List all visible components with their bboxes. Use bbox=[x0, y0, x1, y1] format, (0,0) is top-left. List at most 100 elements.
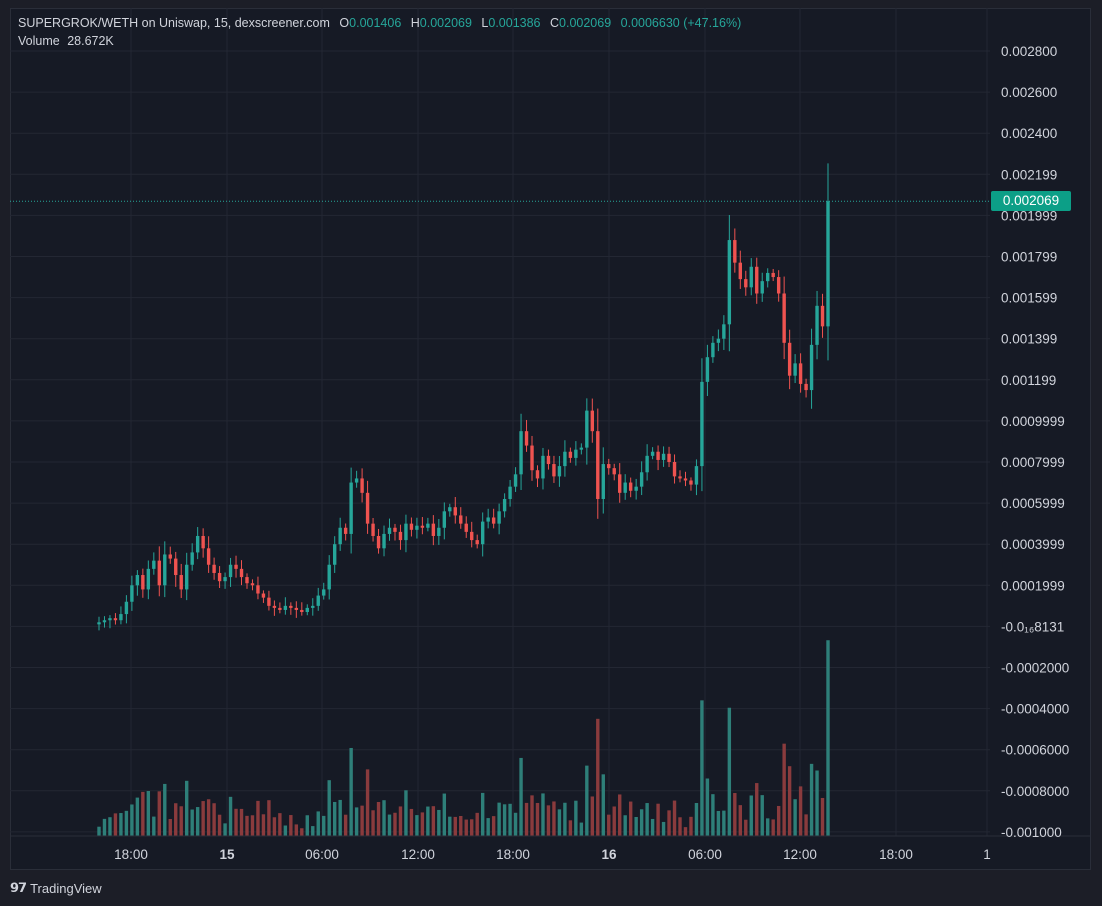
candle[interactable] bbox=[272, 600, 277, 616]
candle[interactable] bbox=[195, 527, 200, 560]
candle[interactable] bbox=[755, 257, 759, 304]
candle[interactable] bbox=[332, 536, 337, 573]
candle[interactable] bbox=[354, 470, 359, 488]
candle[interactable] bbox=[426, 517, 430, 532]
candle[interactable] bbox=[239, 560, 244, 586]
candle[interactable] bbox=[343, 523, 348, 541]
candle[interactable] bbox=[360, 468, 364, 503]
candle[interactable] bbox=[108, 615, 112, 629]
candle[interactable] bbox=[130, 575, 134, 611]
candle[interactable] bbox=[420, 517, 425, 535]
candle[interactable] bbox=[661, 446, 666, 467]
candle[interactable] bbox=[97, 616, 101, 631]
candle[interactable] bbox=[700, 358, 704, 492]
candle[interactable] bbox=[398, 524, 403, 550]
candle[interactable] bbox=[782, 276, 786, 360]
candle[interactable] bbox=[349, 467, 353, 554]
candle[interactable] bbox=[376, 528, 381, 554]
candle[interactable] bbox=[601, 447, 605, 514]
candle[interactable] bbox=[168, 546, 172, 564]
candle[interactable] bbox=[722, 315, 726, 350]
candle[interactable] bbox=[256, 576, 260, 600]
candle[interactable] bbox=[535, 465, 540, 488]
candle[interactable] bbox=[798, 353, 803, 393]
candle[interactable] bbox=[733, 228, 737, 273]
candle[interactable] bbox=[694, 459, 699, 496]
candle[interactable] bbox=[541, 447, 545, 490]
candle[interactable] bbox=[727, 215, 732, 352]
candle[interactable] bbox=[201, 528, 205, 558]
candle[interactable] bbox=[552, 455, 556, 483]
candle[interactable] bbox=[628, 477, 633, 498]
candle[interactable] bbox=[305, 604, 309, 616]
candle[interactable] bbox=[190, 543, 194, 571]
candle[interactable] bbox=[338, 517, 342, 551]
candle[interactable] bbox=[568, 447, 573, 463]
chart-canvas[interactable]: 0.002800 0.002600 0.002400 0.002199 0.001999… bbox=[10, 8, 1091, 870]
candle[interactable] bbox=[174, 551, 178, 587]
candle[interactable] bbox=[590, 398, 595, 443]
candle[interactable] bbox=[179, 563, 183, 598]
candle[interactable] bbox=[760, 272, 764, 302]
candle[interactable] bbox=[749, 258, 753, 296]
candle[interactable] bbox=[387, 518, 392, 541]
candle[interactable] bbox=[283, 597, 288, 615]
candle[interactable] bbox=[475, 534, 479, 549]
candle[interactable] bbox=[766, 268, 770, 288]
candle[interactable] bbox=[524, 419, 529, 452]
candle[interactable] bbox=[311, 598, 315, 616]
candle[interactable] bbox=[371, 518, 375, 542]
candle[interactable] bbox=[623, 474, 627, 500]
candle[interactable] bbox=[448, 503, 452, 517]
candle[interactable] bbox=[689, 477, 693, 491]
candle[interactable] bbox=[459, 507, 463, 529]
candle[interactable] bbox=[809, 328, 814, 409]
candle[interactable] bbox=[508, 479, 512, 507]
candle[interactable] bbox=[409, 517, 414, 537]
candle[interactable] bbox=[585, 398, 589, 465]
candle[interactable] bbox=[327, 555, 331, 600]
candle[interactable] bbox=[645, 444, 649, 481]
candle[interactable] bbox=[579, 443, 584, 455]
candle[interactable] bbox=[793, 354, 797, 384]
candle[interactable] bbox=[502, 493, 507, 518]
candle[interactable] bbox=[546, 449, 551, 470]
candle[interactable] bbox=[705, 344, 710, 396]
candle[interactable] bbox=[404, 514, 408, 553]
candle[interactable] bbox=[234, 555, 238, 578]
candle[interactable] bbox=[278, 602, 282, 614]
candle[interactable] bbox=[607, 458, 611, 475]
candle[interactable] bbox=[267, 590, 271, 611]
candle[interactable] bbox=[316, 587, 320, 611]
candle[interactable] bbox=[574, 441, 578, 466]
candle[interactable] bbox=[563, 440, 567, 477]
candle[interactable] bbox=[124, 595, 129, 624]
candle[interactable] bbox=[102, 616, 107, 628]
candle[interactable] bbox=[217, 566, 222, 589]
candle[interactable] bbox=[163, 541, 167, 598]
candle[interactable] bbox=[612, 463, 616, 481]
candle[interactable] bbox=[322, 582, 326, 600]
candle[interactable] bbox=[141, 568, 145, 598]
candle[interactable] bbox=[437, 519, 441, 545]
candle[interactable] bbox=[453, 496, 457, 524]
candle[interactable] bbox=[415, 517, 419, 539]
candle[interactable] bbox=[634, 478, 638, 500]
candle[interactable] bbox=[365, 480, 370, 534]
candle[interactable] bbox=[711, 336, 715, 363]
candle[interactable] bbox=[146, 560, 151, 600]
candle[interactable] bbox=[815, 290, 819, 360]
candle[interactable] bbox=[738, 250, 742, 289]
candle[interactable] bbox=[135, 570, 140, 596]
candle[interactable] bbox=[245, 573, 249, 589]
candle[interactable] bbox=[480, 512, 485, 557]
candle[interactable] bbox=[152, 552, 156, 575]
candle[interactable] bbox=[678, 470, 682, 483]
candle[interactable] bbox=[261, 590, 266, 603]
candle[interactable] bbox=[667, 446, 671, 468]
candle[interactable] bbox=[223, 572, 227, 589]
candle[interactable] bbox=[294, 601, 299, 618]
candle[interactable] bbox=[497, 503, 501, 535]
candle[interactable] bbox=[228, 557, 233, 587]
tradingview-logo[interactable]: 𝟵𝟳 TradingView bbox=[10, 880, 102, 896]
